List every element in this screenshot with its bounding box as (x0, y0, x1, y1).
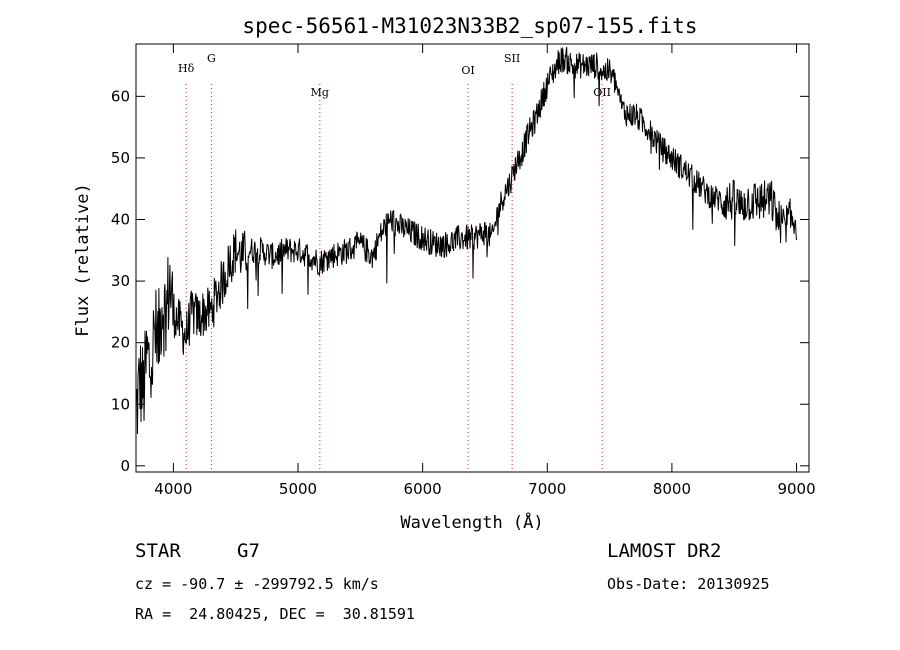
series-layer (135, 46, 797, 435)
obs-date: Obs-Date: 20130925 (607, 575, 770, 593)
plot-frame (135, 43, 810, 473)
redshift-info: cz = -90.7 ± -299792.5 km/s (135, 575, 379, 593)
spectrum-line (135, 46, 797, 435)
object-subclass: G7 (237, 540, 260, 562)
line-marker-label: Hδ (178, 62, 195, 75)
spectral-lines: Hδ G Mg OI SII OII (178, 52, 611, 472)
line-marker-label: OI (461, 64, 474, 77)
y-axis-label: Flux (relative) (73, 183, 93, 337)
survey-label: LAMOST DR2 (607, 540, 722, 562)
y-tick-label: 50 (111, 149, 130, 167)
y-tick-label: 30 (111, 272, 130, 290)
line-marker-label: Mg (311, 86, 329, 99)
x-tick-label: 5000 (279, 480, 317, 498)
y-tick-label: 60 (111, 87, 130, 105)
x-tick-label: 6000 (404, 480, 442, 498)
x-tick-label: 7000 (528, 480, 566, 498)
x-tick-label: 9000 (777, 480, 815, 498)
chart-title: spec-56561-M31023N33B2_sp07-155.fits (242, 14, 697, 38)
line-marker-label: OII (593, 86, 611, 99)
x-tick-label: 4000 (154, 480, 192, 498)
coordinates: RA = 24.80425, DEC = 30.81591 (135, 605, 415, 623)
line-marker-label: SII (504, 52, 520, 65)
y-tick-label: 10 (111, 395, 130, 413)
y-tick-label: 20 (111, 334, 130, 352)
y-tick-label: 0 (120, 457, 130, 475)
x-tick-label: 8000 (653, 480, 691, 498)
axis-ticks: 4000 5000 6000 7000 8000 9000 0 10 20 30 40 50 60 (111, 44, 816, 498)
y-tick-label: 40 (111, 211, 130, 229)
x-axis-label: Wavelength (Å) (400, 511, 543, 533)
line-marker-label: G (207, 52, 216, 65)
object-class: STAR (135, 540, 181, 562)
